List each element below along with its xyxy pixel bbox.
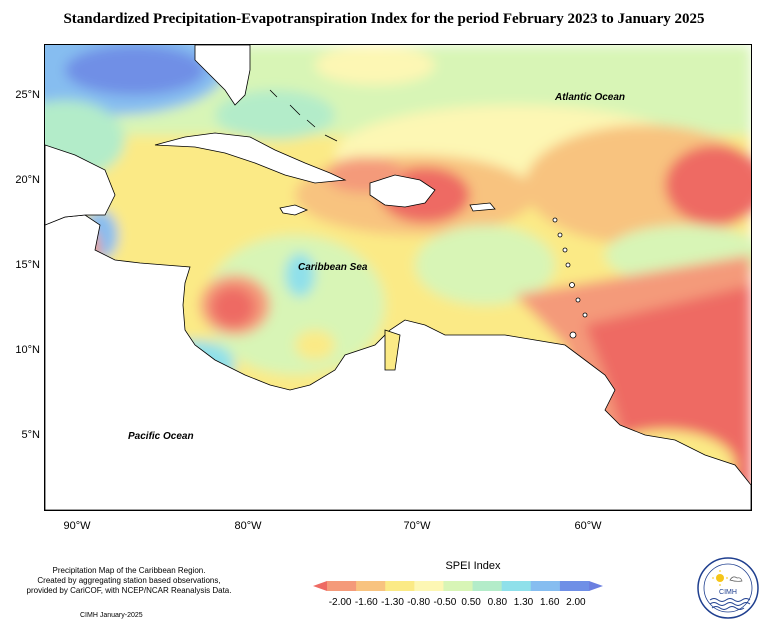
- legend-tick-label: 2.00: [566, 597, 586, 608]
- cimh-logo: CIMH: [697, 557, 759, 619]
- legend-swatch: [443, 581, 474, 591]
- legend-swatch: [414, 581, 444, 591]
- legend-swatch: [530, 581, 561, 591]
- legend-arrow-high: [589, 581, 603, 591]
- legend-tick-label: 1.30: [513, 597, 534, 608]
- waves-icon: [709, 598, 751, 610]
- footnote-line-3: provided by CariCOF, with NCEP/NCAR Rean…: [26, 586, 232, 595]
- legend-swatch: [385, 581, 415, 591]
- legend-arrow-low: [313, 581, 327, 591]
- lat-tick-10n: 10°N: [15, 344, 40, 356]
- credit-text: CIMH January-2025: [80, 612, 143, 619]
- legend-tick-label: 0.50: [461, 597, 481, 608]
- logo-text: CIMH: [719, 589, 737, 596]
- lon-tick-70w: 70°W: [403, 520, 431, 532]
- legend-tick-label: -0.80: [407, 597, 431, 608]
- lon-tick-80w: 80°W: [234, 520, 262, 532]
- lon-tick-60w: 60°W: [574, 520, 602, 532]
- lat-tick-25n: 25°N: [15, 89, 40, 101]
- legend-swatch: [501, 581, 532, 591]
- legend-tick-label: 1.60: [539, 597, 560, 608]
- legend-swatch: [327, 581, 357, 591]
- legend-swatch: [559, 581, 590, 591]
- legend-swatch: [472, 581, 503, 591]
- caribbean-sea-label: Caribbean Sea: [298, 262, 368, 273]
- legend-tick-label: -0.50: [433, 597, 457, 608]
- legend-tick-label: 0.80: [487, 597, 508, 608]
- cloud-icon: [729, 576, 743, 582]
- map-title: Standardized Precipitation-Evapotranspir…: [63, 11, 705, 27]
- map-footnote: Precipitation Map of the Caribbean Regio…: [14, 566, 244, 596]
- landmass: [45, 45, 751, 510]
- lat-tick-20n: 20°N: [15, 174, 40, 186]
- lon-tick-90w: 90°W: [63, 520, 91, 532]
- spei-map: [44, 44, 752, 511]
- legend-title: SPEI Index: [445, 560, 501, 572]
- pacific-ocean-label: Pacific Ocean: [128, 431, 194, 442]
- lat-tick-15n: 15°N: [15, 259, 40, 271]
- atlantic-ocean-label: Atlantic Ocean: [555, 92, 626, 103]
- legend-tick-label: -1.60: [354, 597, 378, 608]
- legend-colorbar: [313, 581, 603, 591]
- footnote-line-2: Created by aggregating station based obs…: [37, 576, 221, 585]
- legend-labels: -2.00 -1.60 -1.30 -0.80 -0.50 0.50 0.80 1.30 1.6…: [313, 597, 603, 611]
- legend-tick-label: -2.00: [328, 597, 352, 608]
- legend-tick-label: -1.30: [381, 597, 404, 608]
- legend-swatch: [356, 581, 386, 591]
- sun-icon: [716, 574, 724, 582]
- lat-tick-5n: 5°N: [21, 429, 40, 441]
- footnote-line-1: Precipitation Map of the Caribbean Regio…: [52, 566, 206, 575]
